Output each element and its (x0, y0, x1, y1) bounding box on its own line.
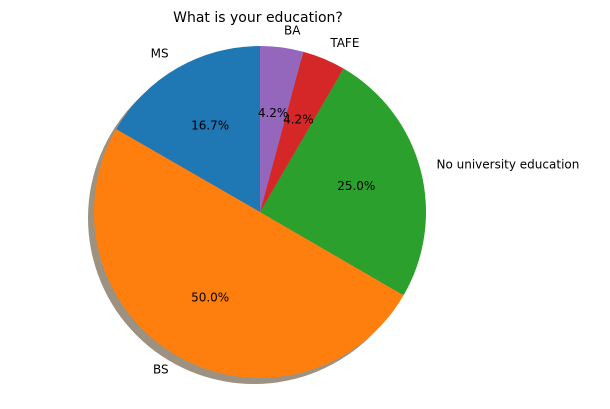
slice-bs (94, 129, 404, 378)
slice-percent-label: 16.7% (191, 118, 229, 132)
labels: MS 16.7% BS 50.0% No university education 25.… (151, 23, 580, 376)
slice-label: MS (151, 46, 169, 60)
slice-label: BA (284, 23, 301, 37)
slice-label: No university education (437, 158, 580, 172)
slice-percent-label: 50.0% (191, 291, 229, 305)
slice-percent-label: 4.2% (258, 106, 289, 120)
slice-tafe (260, 51, 344, 213)
slice-ba (260, 46, 304, 212)
slice-no-university-education (260, 68, 426, 296)
slice-percent-label: 4.2% (283, 113, 314, 127)
chart-title: What is your education? (173, 10, 343, 26)
slices (94, 46, 426, 378)
slice-label: BS (153, 363, 169, 377)
slice-ms (116, 46, 260, 212)
slice-percent-label: 25.0% (337, 179, 375, 193)
slice-label: TAFE (329, 36, 359, 50)
